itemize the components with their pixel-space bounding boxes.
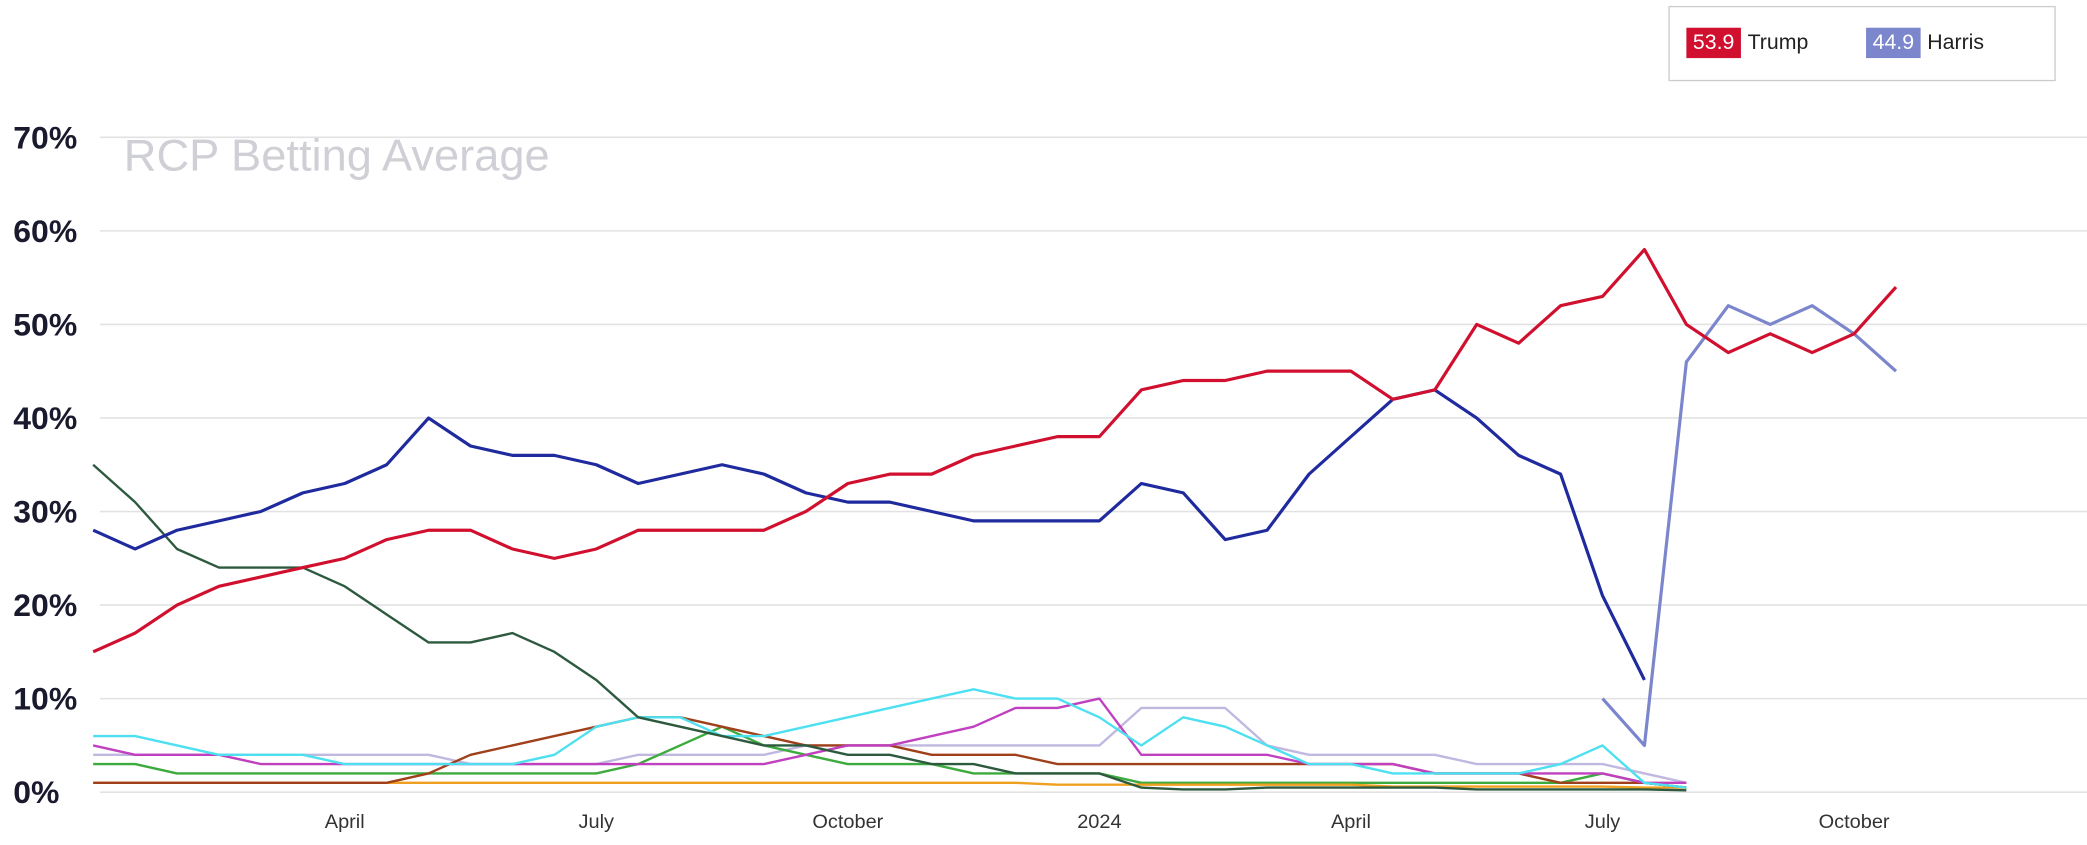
y-tick-label: 0% — [13, 774, 59, 810]
series-line — [93, 716, 1687, 789]
series-line — [1601, 304, 1898, 748]
x-tick-label: 2024 — [1077, 811, 1121, 833]
y-tick-label: 10% — [13, 681, 77, 717]
chart-title: RCP Betting Average — [124, 129, 550, 180]
y-tick-label: 70% — [13, 119, 77, 155]
series-line — [92, 388, 1646, 681]
legend: 53.9 Trump 44.9 Harris — [1668, 5, 2056, 82]
x-tick-label: October — [1819, 811, 1890, 833]
legend-value: 44.9 — [1873, 31, 1914, 54]
x-tick-label: April — [325, 811, 365, 833]
legend-value: 53.9 — [1693, 31, 1734, 54]
x-tick-label: October — [812, 811, 883, 833]
series-line — [92, 247, 1898, 654]
legend-badge — [1686, 27, 1741, 59]
legend-label: Trump — [1748, 31, 1809, 54]
y-tick-label: 30% — [13, 494, 77, 530]
grid: 0% 10% 20% 30% 40% 50% 60% 70% April July October 2… — [13, 119, 2087, 833]
series-line — [92, 697, 1687, 785]
legend-label: Harris — [1927, 31, 1984, 54]
legend-badge — [1866, 27, 1921, 59]
series-line — [93, 688, 1687, 789]
y-tick-label: 40% — [13, 400, 77, 436]
y-tick-label: 50% — [13, 307, 77, 343]
lines — [92, 247, 1898, 792]
series-line — [93, 725, 1687, 789]
x-tick-label: July — [1585, 811, 1621, 833]
series-line — [92, 463, 1687, 792]
x-tick-label: July — [579, 811, 615, 833]
y-tick-label: 20% — [13, 587, 77, 623]
x-tick-label: April — [1331, 811, 1371, 833]
y-tick-label: 60% — [13, 213, 77, 249]
